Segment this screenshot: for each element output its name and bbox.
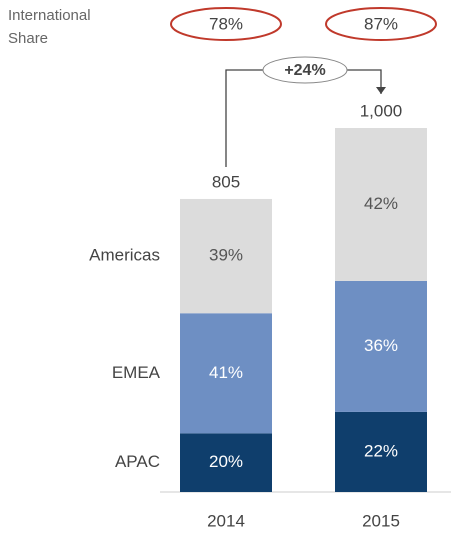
- segment-label: 36%: [364, 336, 398, 355]
- share-ellipse: [325, 7, 437, 41]
- bar-segment: [335, 128, 427, 281]
- share-label: 87%: [364, 14, 398, 33]
- growth-label: +24%: [284, 62, 325, 79]
- segment-label: 42%: [364, 194, 398, 213]
- arrow-head: [376, 87, 386, 94]
- bar-segment: [180, 433, 272, 492]
- bar-segment: [180, 198, 272, 314]
- segment-label: 22%: [364, 441, 398, 460]
- legend-label: EMEA: [112, 363, 161, 382]
- total-label: 1,000: [360, 101, 403, 120]
- segment-label: 39%: [209, 246, 243, 265]
- legend-label: APAC: [115, 452, 160, 471]
- legend-label: Americas: [89, 246, 160, 265]
- segment-label: 41%: [209, 363, 243, 382]
- segment-label: 20%: [209, 452, 243, 471]
- share-title: International Share: [8, 7, 91, 47]
- x-tick-label: 2014: [207, 511, 245, 530]
- growth-ellipse: [262, 56, 348, 84]
- share-label: 78%: [209, 14, 243, 33]
- bar-segment: [335, 280, 427, 412]
- total-label: 805: [212, 172, 240, 191]
- x-tick-label: 2015: [362, 511, 400, 530]
- bar-segment: [180, 313, 272, 434]
- bar-segment: [335, 411, 427, 492]
- share-ellipse: [170, 7, 282, 41]
